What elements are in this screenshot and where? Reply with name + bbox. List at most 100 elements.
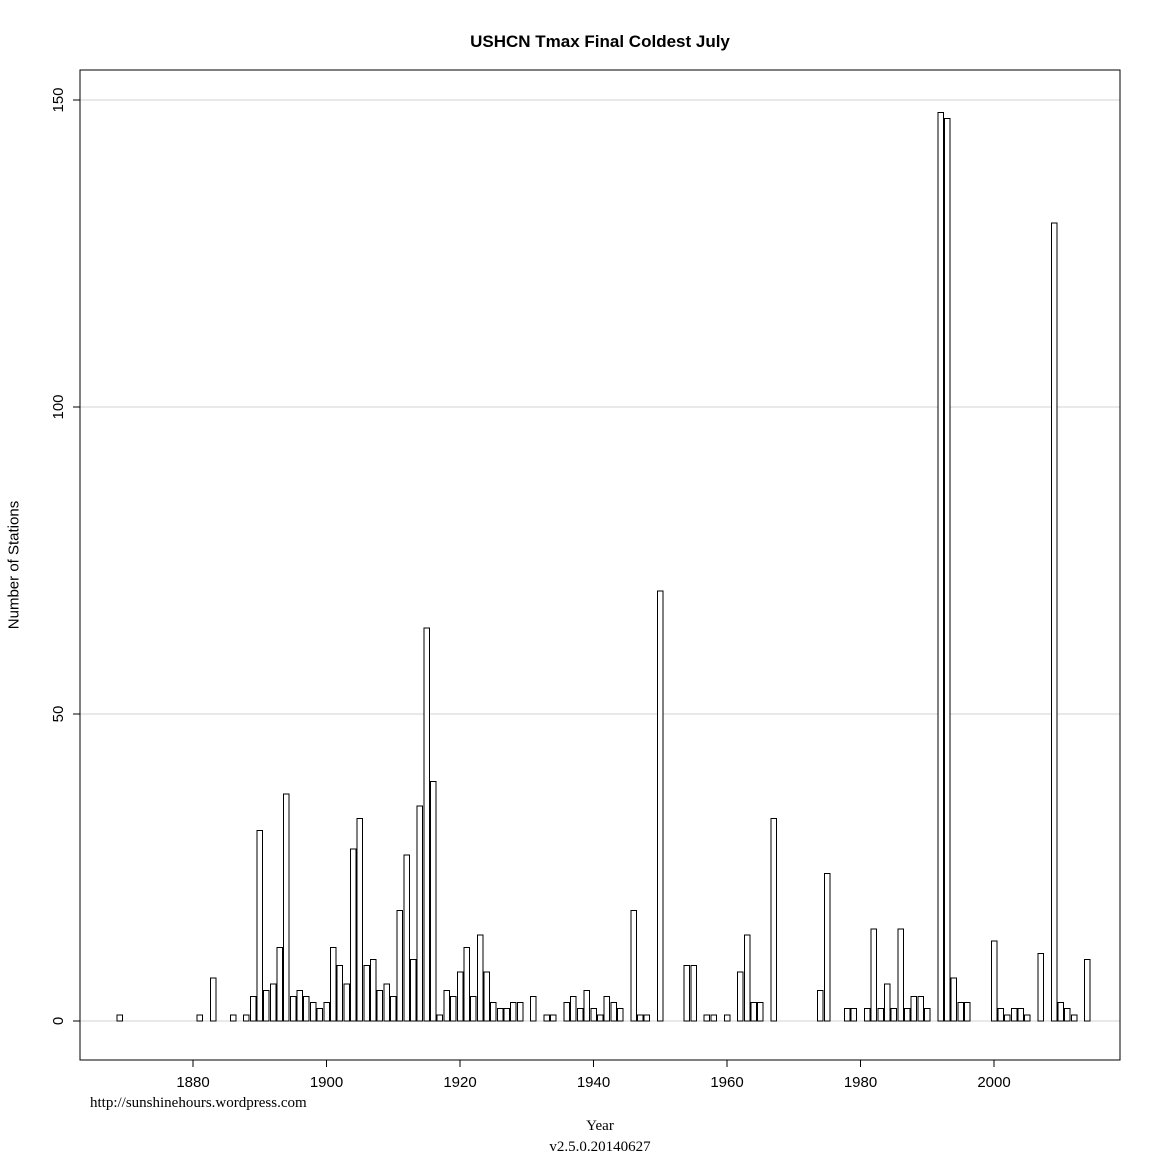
bar-1996	[964, 1002, 971, 1022]
bar-1923	[476, 934, 484, 1022]
bar-1896	[296, 989, 304, 1022]
bar-1913	[410, 959, 417, 1022]
bar-1905	[356, 817, 364, 1022]
bar-1890	[256, 830, 263, 1022]
bar-1979	[850, 1008, 858, 1022]
bar-1918	[443, 989, 450, 1022]
bar-1994	[950, 977, 958, 1022]
y-tick-label-150: 150	[50, 87, 67, 112]
bar-1886	[229, 1014, 237, 1022]
bar-2011	[1064, 1008, 1071, 1022]
bar-1906	[363, 965, 370, 1022]
bar-2005	[1024, 1014, 1031, 1022]
bar-1993	[944, 117, 951, 1022]
bar-1943	[610, 1002, 617, 1022]
bar-1936	[563, 1002, 571, 1022]
bar-1985	[890, 1008, 898, 1022]
bar-1954	[683, 965, 691, 1022]
bar-1974	[817, 989, 824, 1022]
bar-1990	[924, 1008, 931, 1022]
y-tick-label-50: 50	[50, 706, 67, 723]
bar-1937	[570, 995, 577, 1022]
bar-1921	[463, 946, 470, 1022]
bar-1941	[596, 1014, 604, 1022]
bar-1901	[329, 946, 337, 1022]
bar-1981	[863, 1008, 871, 1022]
bar-1895	[289, 995, 297, 1022]
x-tick-label-2000: 2000	[977, 1074, 1010, 1091]
bar-1983	[877, 1008, 884, 1022]
bar-1942	[603, 995, 611, 1022]
bar-1902	[336, 965, 344, 1022]
bar-1982	[870, 928, 878, 1022]
bar-1917	[436, 1014, 444, 1022]
plot-box	[79, 69, 1121, 1061]
source-url-text: http://sunshinehours.wordpress.com	[90, 1095, 307, 1111]
bar-1992	[937, 111, 944, 1022]
bar-1889	[249, 995, 257, 1022]
bar-1897	[303, 995, 310, 1022]
bar-1914	[416, 805, 424, 1022]
bar-2000	[990, 940, 998, 1022]
bar-1891	[263, 989, 270, 1022]
y-tick-label-100: 100	[50, 394, 67, 419]
bar-1912	[403, 854, 410, 1022]
bar-1928	[510, 1002, 517, 1022]
bar-1904	[349, 848, 357, 1022]
bar-1957	[703, 1014, 711, 1022]
bar-1938	[576, 1008, 584, 1022]
bar-1888	[243, 1014, 250, 1022]
bar-1995	[957, 1002, 964, 1022]
chart-title: USHCN Tmax Final Coldest July	[470, 32, 730, 51]
bar-1929	[516, 1002, 524, 1022]
x-axis-label: Year	[586, 1118, 614, 1134]
bar-1911	[396, 909, 404, 1022]
bar-2009	[1050, 222, 1058, 1022]
bar-1986	[897, 928, 904, 1022]
bar-1903	[343, 983, 350, 1022]
bar-1922	[470, 995, 477, 1022]
bar-1881	[196, 1014, 203, 1022]
bar-1946	[630, 909, 637, 1022]
bar-1916	[430, 781, 437, 1022]
bar-1984	[883, 983, 891, 1022]
bar-1933	[543, 1014, 551, 1022]
bar-1898	[309, 1002, 317, 1022]
bar-1919	[450, 995, 457, 1022]
bar-1960	[723, 1014, 731, 1022]
bar-1944	[616, 1008, 624, 1022]
bar-1869	[116, 1014, 123, 1022]
bar-1920	[456, 971, 464, 1022]
y-tick-label-0: 0	[50, 1017, 67, 1025]
bar-2004	[1017, 1008, 1024, 1022]
bar-1926	[496, 1008, 504, 1022]
bar-2014	[1084, 959, 1091, 1022]
bar-1899	[316, 1008, 324, 1022]
bar-1900	[323, 1002, 330, 1022]
bar-1948	[643, 1014, 651, 1022]
bar-2010	[1057, 1002, 1064, 1022]
bar-2007	[1037, 952, 1044, 1022]
bar-1931	[530, 995, 537, 1022]
bar-1924	[483, 971, 490, 1022]
bar-1963	[743, 934, 751, 1022]
x-tick-label-1960: 1960	[710, 1074, 743, 1091]
bar-1934	[550, 1014, 557, 1022]
bar-1964	[750, 1002, 757, 1022]
bar-1988	[910, 995, 918, 1022]
bar-1927	[503, 1008, 510, 1022]
bar-1907	[369, 959, 377, 1022]
bar-1915	[423, 627, 430, 1022]
bar-1892	[269, 983, 277, 1022]
bar-1883	[209, 977, 217, 1022]
bar-2001	[997, 1008, 1004, 1022]
bar-1965	[757, 1002, 764, 1022]
bar-1955	[690, 965, 697, 1022]
bar-1975	[823, 873, 831, 1022]
bar-1925	[490, 1002, 497, 1022]
bar-1950	[657, 590, 664, 1022]
x-tick-label-1880: 1880	[176, 1074, 209, 1091]
x-tick-label-1940: 1940	[577, 1074, 610, 1091]
